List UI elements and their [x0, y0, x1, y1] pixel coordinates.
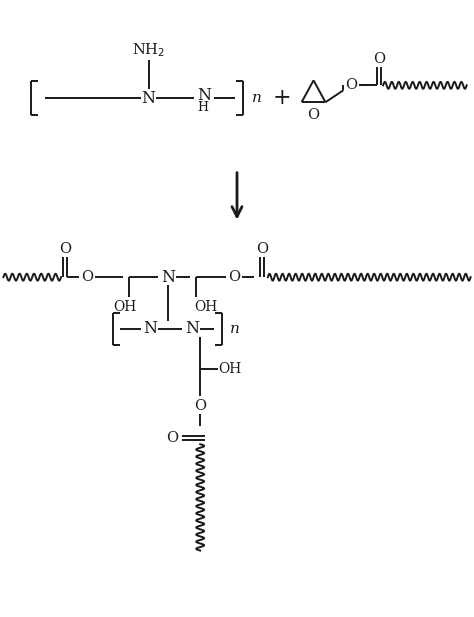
Text: N: N — [142, 89, 155, 107]
Text: +: + — [273, 87, 291, 109]
Text: N: N — [162, 268, 175, 286]
Text: NH$_2$: NH$_2$ — [132, 42, 165, 59]
Text: N: N — [144, 320, 157, 337]
Text: O: O — [373, 52, 385, 67]
Text: O: O — [256, 242, 268, 256]
Text: H: H — [198, 101, 209, 114]
Text: O: O — [308, 108, 319, 122]
Text: OH: OH — [194, 300, 218, 314]
Text: N: N — [185, 320, 199, 337]
Text: n: n — [230, 322, 240, 336]
Text: N: N — [197, 87, 211, 104]
Text: O: O — [166, 431, 178, 445]
Text: OH: OH — [219, 362, 242, 376]
Text: O: O — [228, 270, 240, 284]
Text: O: O — [345, 78, 357, 93]
Text: O: O — [81, 270, 93, 284]
Text: OH: OH — [113, 300, 137, 314]
Text: O: O — [59, 242, 71, 256]
Text: O: O — [194, 399, 206, 413]
Text: n: n — [252, 91, 262, 106]
